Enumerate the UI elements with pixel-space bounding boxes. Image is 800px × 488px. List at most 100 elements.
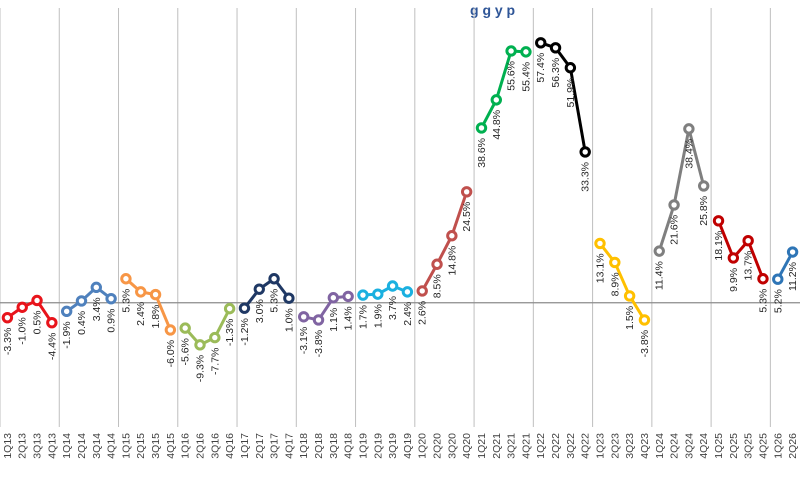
data-label: -3.1%: [298, 327, 310, 354]
series-line-1: [6, 298, 54, 324]
data-label: 24.5%: [461, 202, 473, 232]
data-point: [372, 288, 384, 300]
data-point: [638, 314, 651, 326]
x-tick-label: 4Q23: [639, 433, 651, 459]
data-point: [75, 295, 88, 307]
data-point: [283, 292, 295, 304]
x-tick-label: 1Q20: [417, 433, 429, 459]
data-point: [342, 290, 354, 303]
series-line-8: [420, 191, 469, 292]
series-line-3: [124, 277, 172, 331]
data-point: [31, 294, 43, 307]
x-tick-label: 3Q17: [269, 433, 281, 459]
x-tick-label: 3Q20: [446, 433, 458, 459]
data-point: [120, 273, 132, 285]
x-tick-label: 2Q21: [491, 433, 503, 459]
data-label: 55.6%: [506, 61, 518, 91]
series-line-11: [598, 242, 646, 321]
data-label: 11.4%: [654, 261, 666, 290]
data-label: 3.0%: [254, 299, 266, 323]
x-tick-label: 1Q15: [120, 433, 132, 459]
x-tick-label: 1Q19: [357, 433, 369, 459]
data-point: [90, 281, 102, 294]
x-tick-label: 1Q21: [476, 433, 488, 459]
data-point: [757, 273, 769, 285]
data-point: [105, 292, 117, 305]
data-point: [179, 322, 191, 334]
series-line-12: [657, 127, 706, 252]
data-label: 1.9%: [372, 304, 384, 328]
data-point: [564, 62, 577, 74]
data-label: 13.7%: [743, 251, 755, 281]
data-label-layer: -3.3% -1.0% 0.5%-4.4% -1.9% 0.4%3.4% 0.9%5.3%…: [2, 53, 799, 382]
x-tick-label: 2Q25: [728, 433, 740, 459]
data-label: 21.6%: [669, 215, 681, 245]
data-point: [653, 245, 665, 257]
data-label: 1.8%: [150, 305, 162, 329]
x-tick-label: 4Q16: [224, 433, 236, 459]
x-tick-label: 3Q21: [506, 433, 518, 459]
data-point: [46, 316, 58, 329]
data-point: [727, 252, 740, 264]
x-tick-label: 4Q15: [165, 433, 177, 459]
data-label: 0.4%: [76, 311, 88, 335]
data-label: 0.5%: [32, 310, 44, 334]
data-point: [683, 123, 695, 135]
data-point: [416, 285, 428, 297]
data-point: [490, 94, 502, 106]
data-point: [742, 235, 754, 247]
x-tick-label: 3Q13: [32, 433, 44, 459]
x-tick-label: 2Q20: [432, 433, 444, 459]
data-label: -9.3%: [195, 355, 207, 382]
x-tick-label: 2Q19: [372, 433, 384, 459]
data-point: [786, 246, 799, 258]
data-point: [431, 258, 443, 270]
data-label: -1.2%: [239, 318, 251, 345]
data-label: 33.3%: [580, 162, 592, 192]
data-point: [772, 273, 784, 285]
x-tick-label: 4Q19: [402, 433, 414, 459]
data-label: 14.8%: [446, 246, 458, 276]
data-point: [223, 302, 236, 315]
x-tick-label: 2Q18: [313, 433, 325, 459]
x-tick-label: 1Q17: [239, 433, 251, 459]
chart-title-fragment: g g y p: [470, 2, 515, 18]
data-point: [579, 146, 591, 158]
data-label: 1.7%: [357, 305, 369, 329]
data-point: [549, 42, 562, 54]
x-tick-label: 4Q20: [461, 433, 473, 459]
data-label: 25.8%: [698, 196, 710, 226]
data-label: 5.3%: [757, 289, 769, 313]
x-tick-label: 2Q16: [195, 433, 207, 459]
data-label: -4.4%: [46, 333, 58, 360]
data-point: [386, 280, 399, 292]
x-tick-label: 2Q14: [76, 433, 88, 459]
data-point: [535, 37, 547, 49]
data-point: [446, 230, 458, 242]
x-tick-label: 1Q16: [180, 433, 192, 459]
x-tick-label: 4Q25: [757, 433, 769, 459]
x-tick-label: 1Q22: [535, 433, 547, 459]
x-tick-label: 3Q23: [624, 433, 636, 459]
x-tick-label: 4Q24: [698, 433, 710, 459]
data-point: [194, 339, 206, 351]
x-tick-label: 1Q23: [595, 433, 607, 459]
x-tick-label: 2Q15: [135, 433, 147, 459]
data-label: 9.9%: [728, 268, 740, 292]
data-label: 8.9%: [609, 272, 621, 296]
series-line-9: [480, 49, 527, 129]
x-tick-label: 3Q25: [743, 433, 755, 459]
x-tick-label: 2Q26: [787, 433, 799, 459]
series-layer: [1, 37, 799, 351]
x-tick-label: 4Q21: [520, 433, 532, 459]
data-label: -3.8%: [639, 330, 651, 357]
x-tick-label: 3Q24: [683, 433, 695, 459]
data-point: [60, 305, 73, 318]
data-point: [668, 199, 680, 211]
series-line-7: [362, 284, 408, 297]
series-line-13: [717, 220, 765, 280]
data-label: 18.1%: [713, 231, 725, 261]
data-label: 56.3%: [550, 58, 562, 88]
data-label: 2.4%: [402, 302, 414, 326]
